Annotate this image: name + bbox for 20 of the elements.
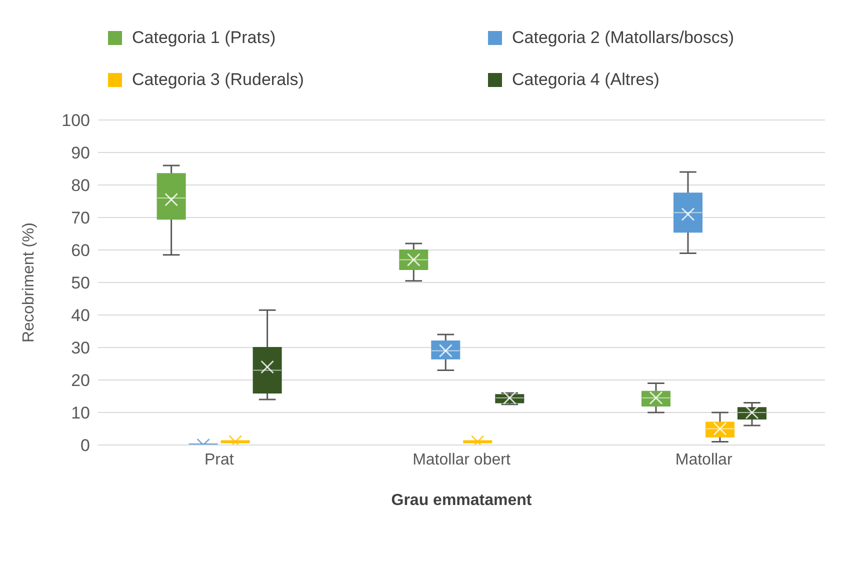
- y-tick-label: 50: [71, 274, 90, 293]
- y-tick-label: 90: [71, 144, 90, 163]
- x-tick-label: Matollar: [675, 451, 733, 468]
- legend-label: Categoria 3 (Ruderals): [132, 70, 304, 90]
- legend-label: Categoria 2 (Matollars/boscs): [512, 28, 734, 48]
- x-axis-title: Grau emmatament: [391, 492, 532, 509]
- x-tick-label: Prat: [204, 451, 234, 468]
- x-tick-label: Matollar obert: [412, 451, 511, 468]
- y-tick-label: 20: [71, 371, 90, 390]
- y-tick-label: 10: [71, 404, 90, 423]
- y-axis-title: Recobriment (%): [20, 222, 38, 343]
- y-tick-label: 100: [62, 111, 90, 130]
- y-tick-label: 70: [71, 208, 90, 228]
- legend-label: Categoria 1 (Prats): [132, 28, 276, 48]
- y-tick-label: 30: [71, 338, 90, 358]
- y-tick-label: 0: [80, 436, 90, 456]
- y-tick-label: 80: [71, 176, 90, 196]
- legend-label: Categoria 4 (Altres): [512, 70, 660, 90]
- y-tick-label: 60: [71, 241, 90, 260]
- y-tick-label: 40: [71, 306, 90, 326]
